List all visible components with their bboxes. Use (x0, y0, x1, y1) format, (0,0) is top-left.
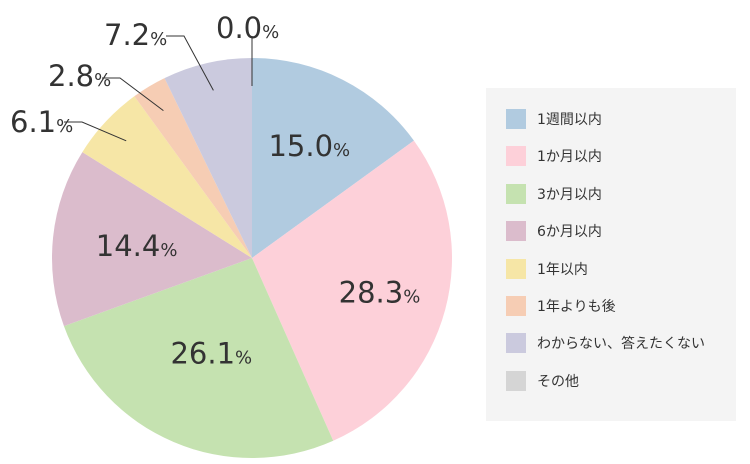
legend-item: 1か月以内 (506, 146, 602, 167)
legend-swatch (506, 258, 526, 279)
legend-swatch (506, 370, 526, 391)
legend-label: その他 (537, 373, 579, 390)
legend-label: 1年以内 (537, 261, 588, 278)
legend-label: 1週間以内 (537, 112, 602, 128)
slice-value-label: 14.4% (96, 229, 178, 263)
legend-item: 3か月以内 (506, 183, 602, 204)
slice-value-label: 7.2% (104, 18, 167, 52)
legend-label: 1年よりも後 (537, 299, 616, 315)
slice-value-label: 28.3% (339, 275, 421, 309)
legend-swatch (506, 221, 526, 242)
pie-slice (82, 96, 252, 259)
legend-item: 1年以内 (506, 258, 588, 279)
legend-swatch (506, 109, 526, 129)
leader-line (102, 77, 164, 111)
legend-swatch (506, 296, 526, 316)
legend-swatch (506, 183, 526, 204)
legend-label: わからない、答えたくない (537, 336, 705, 353)
legend-item: わからない、答えたくない (506, 333, 705, 354)
leader-line (64, 121, 127, 142)
legend-item: 1週間以内 (506, 109, 602, 129)
pie-slice (63, 258, 334, 459)
pie-slice (164, 58, 252, 258)
slice-value-label: 26.1% (170, 337, 252, 371)
legend-swatch (506, 146, 526, 167)
legend-label: 6か月以内 (537, 224, 602, 241)
leader-line (166, 35, 214, 91)
pie-slice (51, 152, 253, 327)
legend-label: 3か月以内 (537, 186, 602, 203)
slice-value-label: 0.0% (216, 11, 279, 45)
slice-value-label: 15.0% (268, 129, 350, 163)
legend-label: 1か月以内 (537, 149, 602, 166)
slice-value-label: 2.8% (48, 59, 111, 93)
pie-slice (134, 78, 252, 258)
legend-item: 1年よりも後 (506, 296, 616, 316)
legend: 1週間以内 1か月以内 3か月以内 6か月以内 1年以内 1年よりも後わからない、答えたく… (486, 88, 736, 421)
pie-slice (252, 140, 452, 441)
pie-slice (252, 58, 414, 258)
legend-swatch (506, 333, 526, 354)
legend-item: 6か月以内 (506, 221, 602, 242)
legend-item: その他 (506, 370, 579, 391)
slice-value-label: 6.1% (10, 105, 73, 139)
